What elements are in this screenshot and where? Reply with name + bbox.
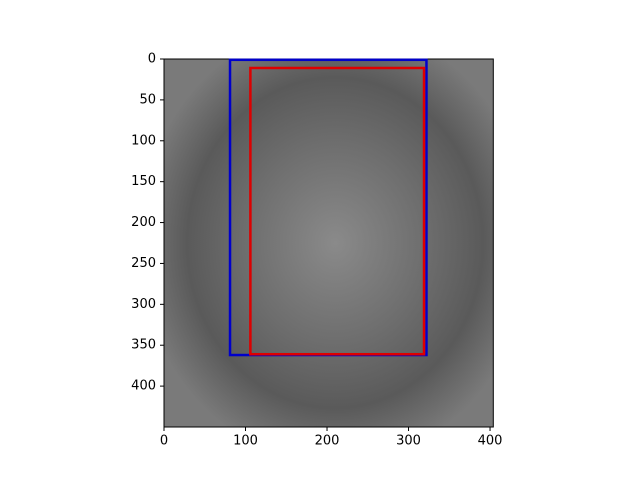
y-tick-label: 300 — [131, 297, 156, 312]
x-tick-label: 300 — [396, 434, 421, 449]
x-tick-label: 0 — [160, 434, 168, 449]
bounding-box — [249, 66, 426, 356]
y-tick-label: 100 — [131, 133, 156, 148]
y-tick-label: 150 — [131, 174, 156, 189]
y-tick-label: 50 — [139, 92, 156, 107]
axes: 0 100 200 300 400 0 50 100 150 200 250 300 350 400 — [131, 52, 502, 449]
x-tick-label: 100 — [233, 434, 258, 449]
x-tick-label: 200 — [315, 434, 340, 449]
y-tick-label: 0 — [148, 52, 156, 67]
image — [164, 59, 494, 427]
y-tick-label: 350 — [131, 338, 156, 353]
y-tick-label: 400 — [131, 379, 156, 394]
x-tick-label: 400 — [478, 434, 503, 449]
y-tick-label: 200 — [131, 215, 156, 230]
y-tick-label: 250 — [131, 256, 156, 271]
